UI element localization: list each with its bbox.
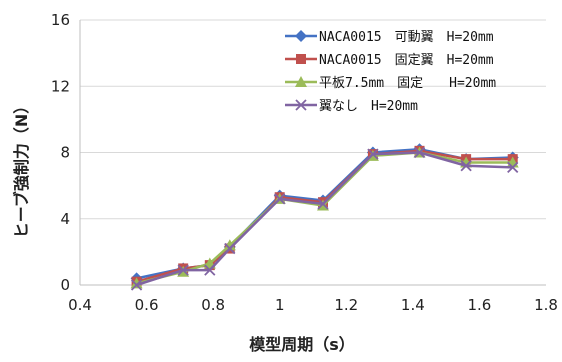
point <box>296 54 306 64</box>
legend-label: NACA0015 可動翼 H=20mm <box>319 30 494 45</box>
x-tick-label: 1.2 <box>334 296 358 314</box>
series-4 <box>130 146 519 291</box>
point <box>274 193 286 205</box>
point <box>295 76 307 87</box>
x-tick-label: 1.6 <box>467 296 491 314</box>
point <box>317 198 329 210</box>
point <box>204 264 216 276</box>
x-tick-label: 0.8 <box>201 296 225 314</box>
legend-item-1: NACA0015 可動翼 H=20mm <box>285 30 494 45</box>
series-layer <box>130 143 519 291</box>
point <box>295 99 307 111</box>
y-tick-label: 8 <box>60 144 70 162</box>
legend-label: 翼なし H=20mm <box>319 99 418 114</box>
series-line <box>136 151 513 285</box>
x-tick-label: 0.6 <box>135 296 159 314</box>
y-tick-label: 16 <box>51 11 70 29</box>
point <box>223 239 236 251</box>
axis-layer: 0 4 8 12 16 0.4 0.6 0.8 1 1.2 1.4 1.6 1.8 <box>51 11 558 314</box>
point <box>130 279 143 291</box>
legend-item-3: 平板7.5mm 固定 H=20mm <box>285 76 496 91</box>
x-tick-label: 1.8 <box>534 296 558 314</box>
legend-label: NACA0015 固定翼 H=20mm <box>319 53 494 68</box>
legend: NACA0015 可動翼 H=20mm NACA0015 固定翼 H=20mm 平板… <box>285 30 496 114</box>
legend-label: 平板7.5mm 固定 H=20mm <box>319 76 496 91</box>
series-2 <box>131 145 518 287</box>
x-tick-label: 1.4 <box>401 296 425 314</box>
point <box>367 148 379 160</box>
y-tick-label: 4 <box>60 210 70 228</box>
x-tick-label: 0.4 <box>68 296 92 314</box>
point <box>295 30 307 42</box>
y-tick-label: 0 <box>60 276 70 294</box>
grid-layer <box>80 19 546 220</box>
point <box>460 160 472 172</box>
point <box>507 161 519 174</box>
series-line <box>136 149 513 283</box>
series-line <box>136 151 513 287</box>
y-tick-label: 12 <box>51 77 70 95</box>
point <box>177 264 189 276</box>
point <box>413 146 426 159</box>
point <box>130 277 143 289</box>
x-axis-title: 模型周期（s） <box>249 335 355 354</box>
series-line <box>136 147 513 280</box>
x-tick-label: 1 <box>275 296 285 314</box>
legend-item-2: NACA0015 固定翼 H=20mm <box>285 53 494 68</box>
y-axis-title: ヒーブ強制力（N） <box>12 98 31 238</box>
legend-item-4: 翼なし H=20mm <box>285 99 418 114</box>
point <box>224 242 236 255</box>
